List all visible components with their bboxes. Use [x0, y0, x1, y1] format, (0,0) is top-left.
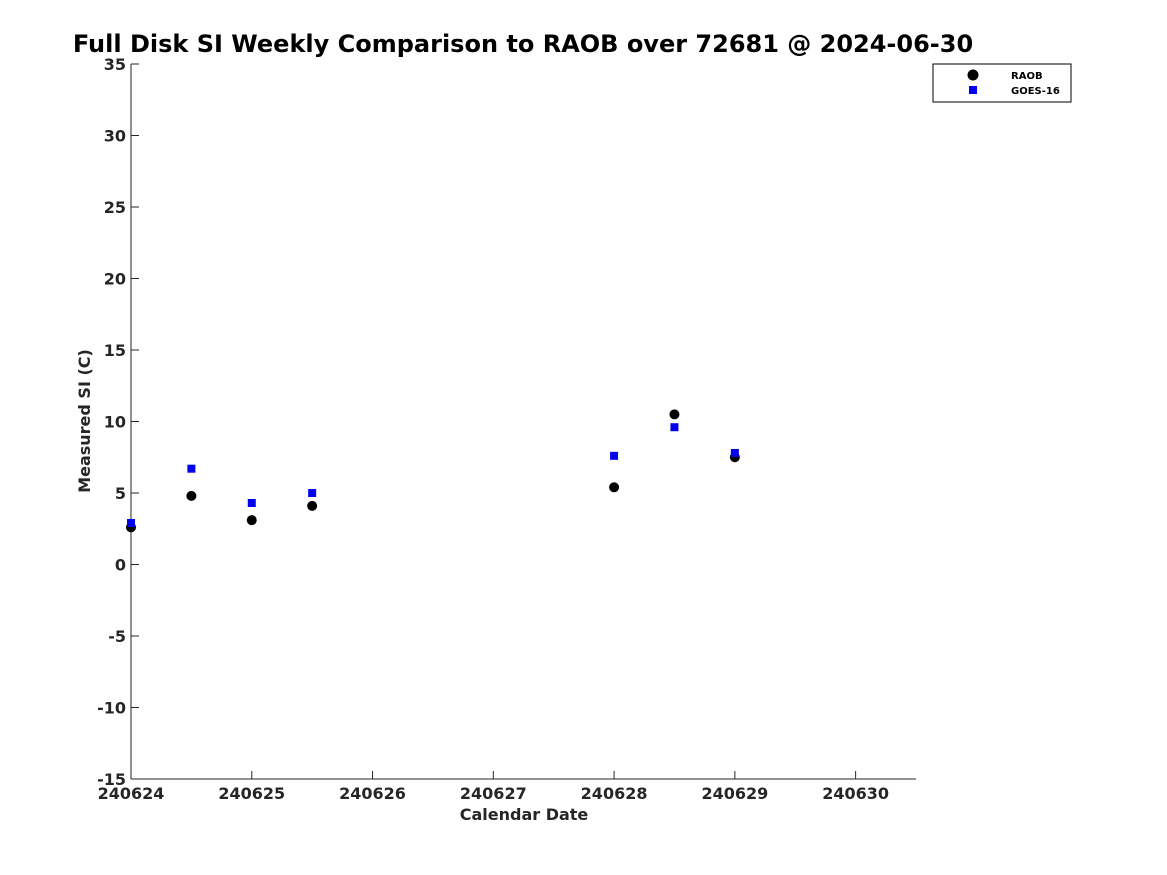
y-tick-label: 5 — [115, 484, 126, 503]
data-point — [308, 489, 317, 497]
data-point — [609, 482, 620, 493]
data-point — [187, 464, 196, 473]
y-tick-label: 35 — [104, 55, 126, 74]
data-points — [126, 409, 740, 533]
legend: RAOB GOES-16 — [932, 63, 1072, 103]
data-point — [670, 423, 679, 432]
x-tick-label: 240626 — [339, 784, 406, 803]
data-point — [186, 490, 197, 501]
y-tick-label: 15 — [104, 341, 126, 360]
y-tick-label: 25 — [104, 198, 126, 217]
x-tick-label: 240625 — [218, 784, 285, 803]
x-tick-label: 240629 — [701, 784, 768, 803]
y-axis-label: Measured SI (C) — [75, 349, 94, 493]
y-tick-label: -15 — [97, 770, 126, 789]
x-tick-label: 240630 — [822, 784, 889, 803]
y-tick-label: -5 — [108, 627, 126, 646]
y-tick-label: -10 — [97, 699, 126, 718]
legend-box — [932, 63, 1072, 103]
legend-label: GOES-16 — [1011, 86, 1060, 97]
x-tick-label: 240624 — [98, 784, 165, 803]
y-tick-label: 0 — [115, 556, 126, 575]
series-goes-16 — [127, 423, 739, 528]
data-point — [730, 448, 739, 457]
y-tick-label: 30 — [104, 127, 126, 146]
legend-marker — [967, 69, 979, 81]
x-tick-label: 240628 — [581, 784, 648, 803]
x-axis-label: Calendar Date — [460, 805, 589, 824]
y-tick-label: 10 — [104, 413, 126, 432]
series-raob — [126, 409, 740, 533]
chart-title: Full Disk SI Weekly Comparison to RAOB o… — [73, 30, 973, 58]
x-axis-ticks: 240624 240625 240626 240627 240628 240629 2406… — [98, 771, 889, 803]
data-point — [247, 499, 256, 508]
y-axis-ticks: -15 -10 -5 0 5 10 15 20 25 30 35 — [97, 55, 139, 789]
legend-marker — [969, 86, 977, 94]
data-point — [307, 500, 318, 511]
y-tick-label: 20 — [104, 270, 126, 289]
data-point — [246, 515, 257, 526]
x-tick-label: 240627 — [460, 784, 527, 803]
axes — [130, 64, 916, 780]
data-point — [610, 451, 619, 460]
legend-label: RAOB — [1011, 71, 1043, 82]
data-point — [127, 519, 135, 528]
data-point — [669, 409, 680, 420]
